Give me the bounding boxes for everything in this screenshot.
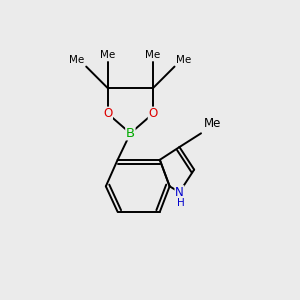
Text: O: O [148,107,158,120]
Text: B: B [126,127,135,140]
Text: Me: Me [100,50,116,60]
Text: N: N [175,186,184,199]
Text: H: H [177,197,185,208]
Text: O: O [103,107,112,120]
Text: Me: Me [204,117,221,130]
Text: Me: Me [70,55,85,65]
Text: Me: Me [176,55,191,65]
Text: Me: Me [145,50,160,60]
